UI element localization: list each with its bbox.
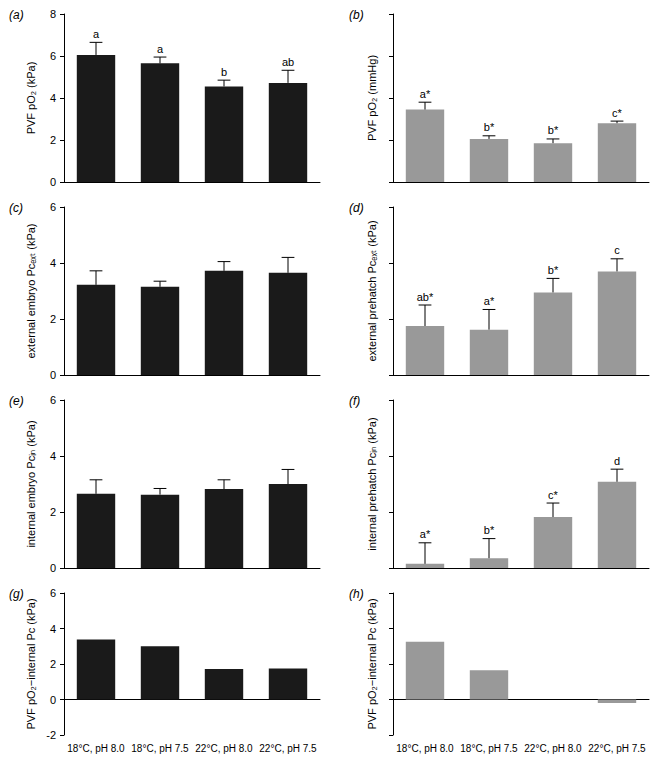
svg-text:2: 2: [50, 313, 56, 325]
svg-text:(d): (d): [349, 201, 364, 215]
svg-text:4: 4: [50, 623, 56, 635]
svg-text:b*: b*: [548, 264, 559, 276]
svg-text:4: 4: [50, 257, 56, 269]
svg-text:PVF pO₂−internal Pc (kPa): PVF pO₂−internal Pc (kPa): [25, 598, 37, 729]
svg-text:ab: ab: [282, 56, 294, 68]
svg-text:b*: b*: [484, 121, 495, 133]
svg-text:c: c: [614, 244, 620, 256]
svg-text:4: 4: [50, 450, 56, 462]
svg-text:18°C, pH 8.0: 18°C, pH 8.0: [67, 743, 125, 754]
svg-text:b*: b*: [548, 124, 559, 136]
svg-text:0: 0: [50, 562, 56, 574]
svg-text:6: 6: [50, 201, 56, 213]
svg-text:6: 6: [50, 50, 56, 62]
svg-text:PVF pO₂ (mmHg): PVF pO₂ (mmHg): [366, 55, 378, 141]
svg-text:22°C, pH 8.0: 22°C, pH 8.0: [524, 743, 582, 754]
svg-text:18°C, pH 8.0: 18°C, pH 8.0: [396, 743, 454, 754]
svg-text:0: 0: [50, 694, 56, 706]
svg-text:(a): (a): [9, 8, 24, 22]
svg-text:external prehatch Pcₑₓₜ (kPa): external prehatch Pcₑₓₜ (kPa): [366, 220, 378, 361]
svg-text:(c): (c): [9, 201, 23, 215]
svg-text:6: 6: [50, 394, 56, 406]
svg-text:PVF pO₂ (kPa): PVF pO₂ (kPa): [25, 62, 37, 135]
svg-text:0: 0: [50, 369, 56, 381]
svg-text:22°C, pH 7.5: 22°C, pH 7.5: [588, 743, 646, 754]
svg-text:0: 0: [50, 176, 56, 188]
svg-text:(b): (b): [349, 8, 364, 22]
svg-text:a: a: [157, 43, 164, 55]
svg-text:22°C, pH 8.0: 22°C, pH 8.0: [195, 743, 253, 754]
svg-text:-2: -2: [46, 729, 56, 741]
svg-text:internal prehatch Pcᵢₙ (kPa): internal prehatch Pcᵢₙ (kPa): [366, 417, 378, 550]
svg-text:18°C, pH 7.5: 18°C, pH 7.5: [131, 743, 189, 754]
svg-text:22°C, pH 7.5: 22°C, pH 7.5: [259, 743, 317, 754]
svg-text:b: b: [221, 66, 227, 78]
svg-text:2: 2: [50, 658, 56, 670]
svg-text:b*: b*: [484, 524, 495, 536]
svg-text:internal embryo Pcᵢₙ (kPa): internal embryo Pcᵢₙ (kPa): [25, 420, 37, 547]
svg-text:6: 6: [50, 587, 56, 599]
svg-text:external embryo Pcₑₓₜ (kPa): external embryo Pcₑₓₜ (kPa): [25, 223, 37, 358]
svg-text:c*: c*: [548, 489, 559, 501]
svg-text:c*: c*: [612, 107, 623, 119]
svg-text:2: 2: [50, 134, 56, 146]
svg-text:PVF pO₂−internal Pc (kPa): PVF pO₂−internal Pc (kPa): [366, 598, 378, 729]
svg-text:(h): (h): [349, 587, 364, 601]
svg-text:a*: a*: [484, 295, 495, 307]
svg-text:ab*: ab*: [417, 291, 434, 303]
svg-text:4: 4: [50, 92, 56, 104]
svg-text:8: 8: [50, 8, 56, 20]
svg-text:(e): (e): [9, 394, 24, 408]
svg-text:2: 2: [50, 506, 56, 518]
svg-text:(g): (g): [9, 587, 24, 601]
svg-text:18°C, pH 7.5: 18°C, pH 7.5: [460, 743, 518, 754]
svg-text:(f): (f): [349, 394, 360, 408]
svg-text:a: a: [93, 28, 100, 40]
svg-text:a*: a*: [420, 88, 431, 100]
svg-text:d: d: [614, 455, 620, 467]
svg-text:a*: a*: [420, 528, 431, 540]
